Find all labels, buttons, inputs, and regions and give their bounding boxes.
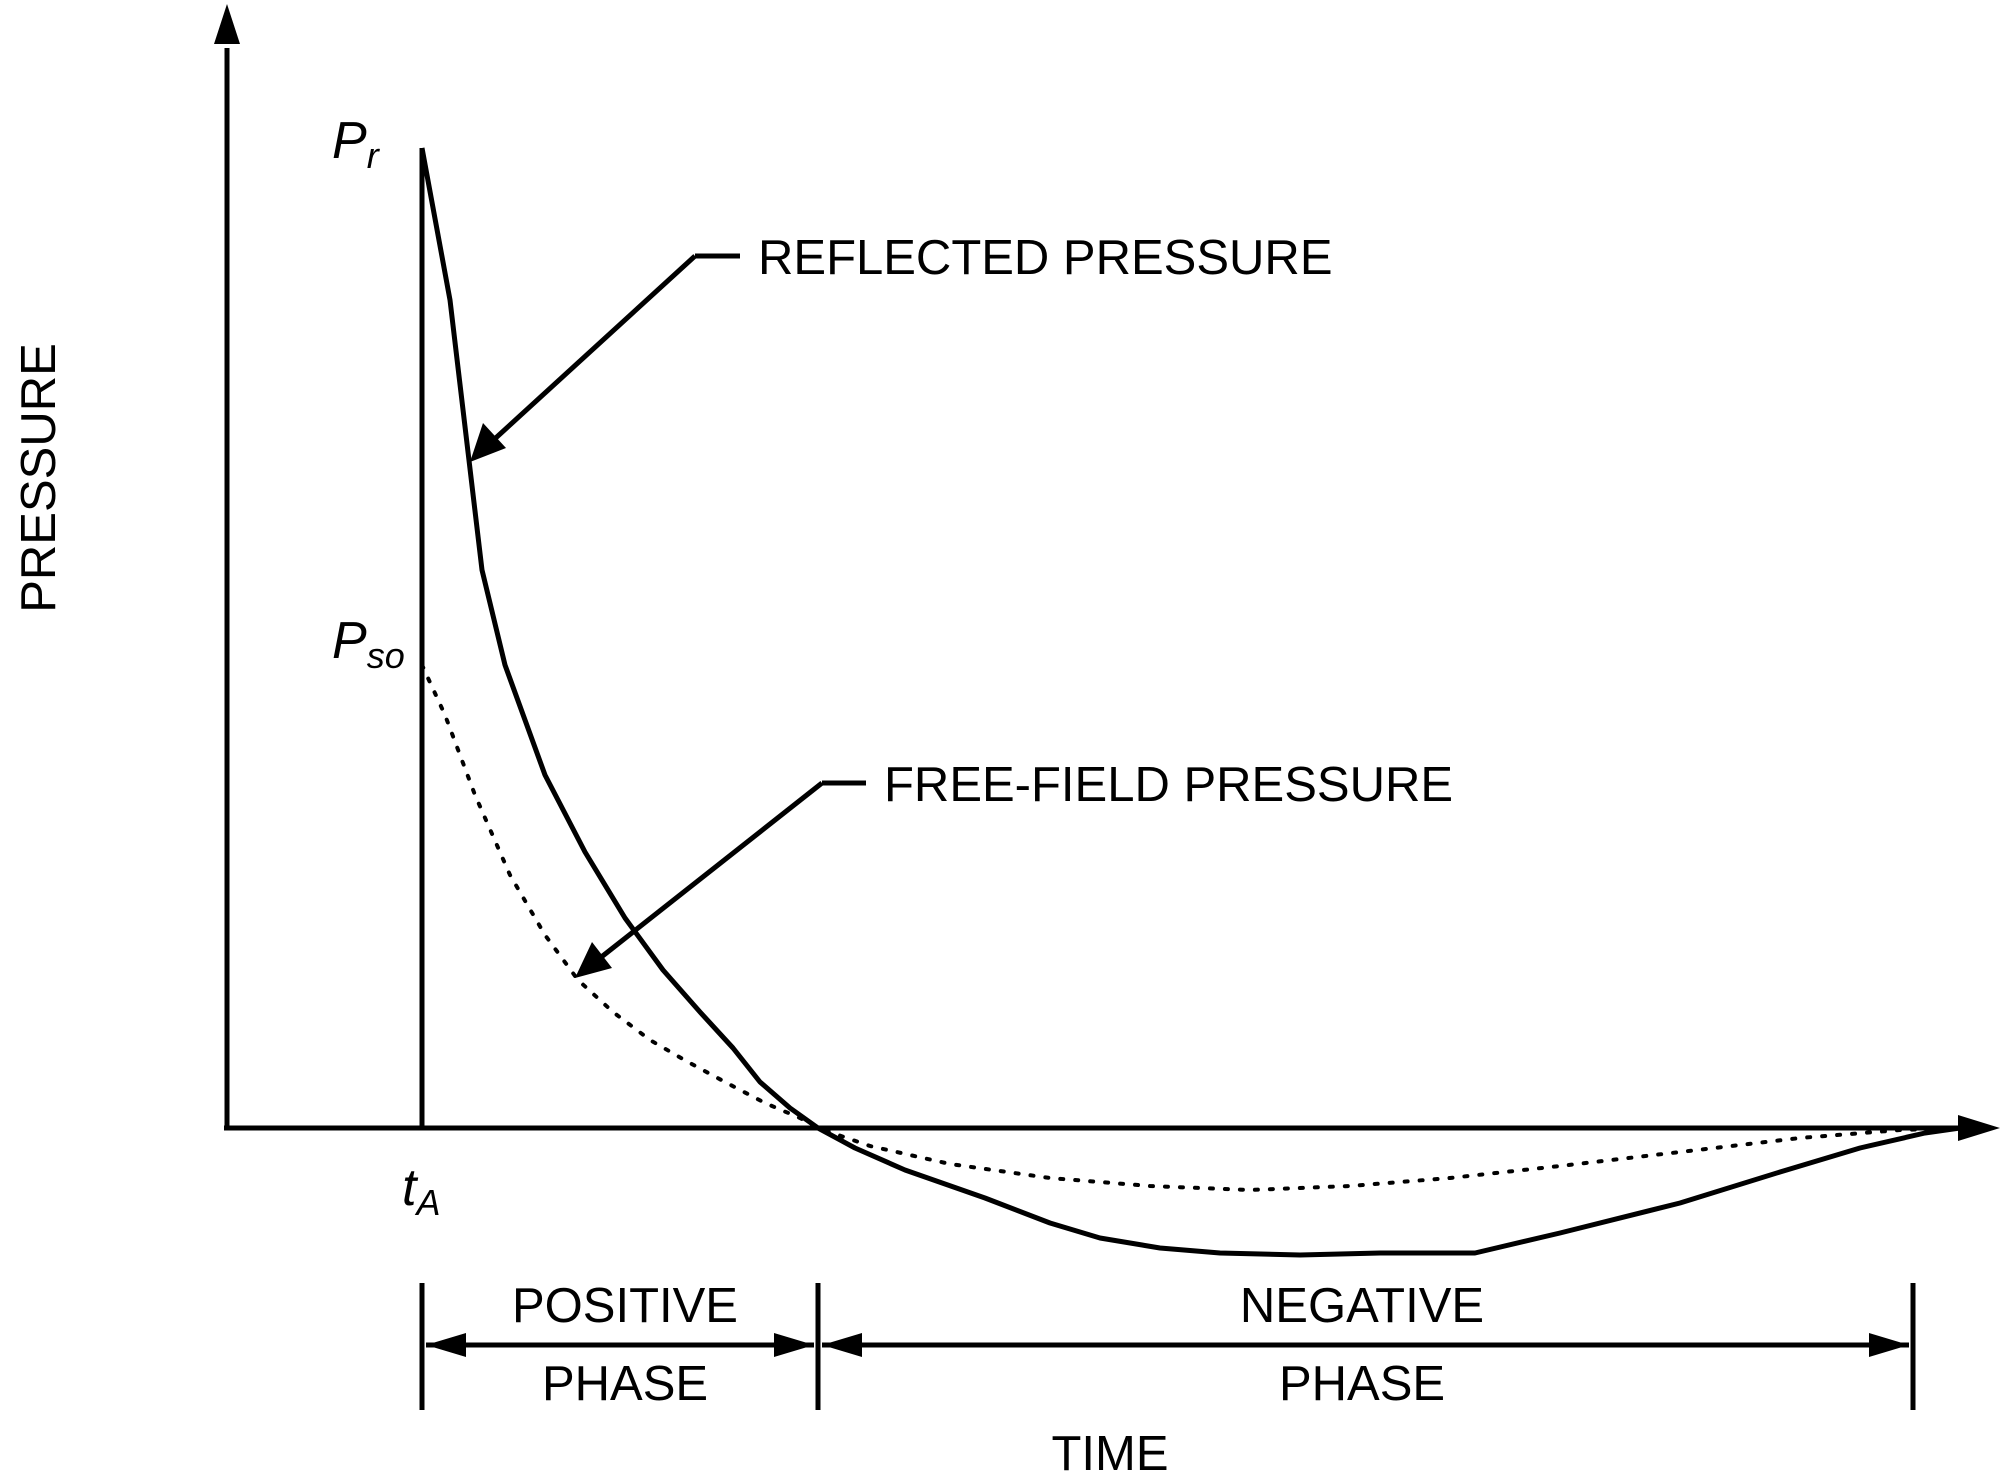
reflected-callout-arrowhead	[470, 423, 506, 462]
free-field-peak-symbol: Pso	[332, 612, 405, 676]
phase-dimensions	[419, 1283, 1916, 1410]
positive-phase-label-line2: PHASE	[542, 1357, 708, 1411]
positive-phase-label-line1: POSITIVE	[512, 1279, 738, 1333]
free-field-peak-symbol-main: P	[332, 612, 367, 670]
negative-phase-label-line1: NEGATIVE	[1240, 1279, 1484, 1333]
reflected-peak-symbol-sub: r	[367, 135, 381, 176]
reflected-peak-symbol-main: P	[332, 112, 367, 170]
positive-phase-arrow-right	[774, 1333, 814, 1357]
free-field-pressure-curve	[420, 663, 1962, 1193]
arrival-time-symbol-main: t	[402, 1159, 419, 1217]
arrival-time-symbol-sub: A	[414, 1182, 440, 1223]
negative-phase-arrow-right	[1869, 1333, 1909, 1357]
x-axis-arrowhead	[1958, 1115, 2000, 1141]
reflected-callout-arrow	[486, 254, 697, 447]
free-field-pressure-callout: FREE-FIELD PRESSURE	[575, 758, 1453, 978]
reflected-pressure-callout: REFLECTED PRESSURE	[470, 231, 1333, 462]
axes	[214, 4, 2000, 1141]
negative-phase-arrow-left	[822, 1333, 862, 1357]
y-axis-label: PRESSURE	[12, 343, 66, 613]
free-field-callout-arrowhead	[575, 942, 612, 978]
reflected-peak-symbol: Pr	[332, 112, 381, 176]
reflected-pressure-curve	[419, 147, 1961, 1258]
arrival-time-symbol: tA	[402, 1159, 440, 1223]
positive-phase-arrow-left	[426, 1333, 466, 1357]
free-field-pressure-label: FREE-FIELD PRESSURE	[884, 758, 1453, 812]
free-field-peak-symbol-sub: so	[367, 635, 405, 676]
reflected-pressure-label: REFLECTED PRESSURE	[758, 231, 1333, 285]
negative-phase-label-line2: PHASE	[1279, 1357, 1445, 1411]
y-axis-arrowhead	[214, 4, 240, 44]
x-axis-label: TIME	[1051, 1427, 1168, 1481]
free-field-callout-arrow	[593, 781, 824, 964]
